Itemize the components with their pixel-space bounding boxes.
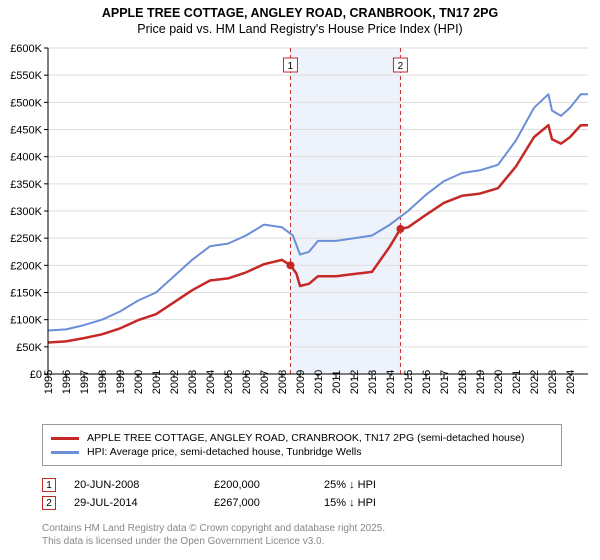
sale-dot: [396, 225, 404, 233]
x-tick-label: 2010: [313, 370, 325, 394]
sale-note: 15% ↓ HPI: [324, 497, 376, 509]
y-tick-label: £150K: [10, 288, 42, 300]
x-tick-label: 2009: [295, 370, 307, 394]
footnote-line2: This data is licensed under the Open Gov…: [42, 535, 385, 548]
sale-date: 29-JUL-2014: [74, 497, 214, 509]
chart-container: APPLE TREE COTTAGE, ANGLEY ROAD, CRANBRO…: [0, 0, 600, 560]
legend-label: APPLE TREE COTTAGE, ANGLEY ROAD, CRANBRO…: [87, 432, 524, 444]
y-tick-label: £500K: [10, 97, 42, 109]
x-tick-label: 1997: [79, 370, 91, 394]
x-tick-label: 1996: [61, 370, 73, 394]
legend-row: APPLE TREE COTTAGE, ANGLEY ROAD, CRANBRO…: [51, 432, 553, 444]
title-line2: Price paid vs. HM Land Registry's House …: [0, 22, 600, 36]
x-tick-label: 2018: [457, 370, 469, 394]
y-tick-label: £100K: [10, 315, 42, 327]
x-tick-label: 2022: [529, 370, 541, 394]
title-block: APPLE TREE COTTAGE, ANGLEY ROAD, CRANBRO…: [0, 0, 600, 36]
sale-note: 25% ↓ HPI: [324, 479, 376, 491]
x-tick-label: 1999: [115, 370, 127, 394]
x-tick-label: 2023: [547, 370, 559, 394]
x-tick-label: 2006: [241, 370, 253, 394]
sale-badge: 2: [42, 496, 56, 510]
x-tick-label: 1998: [97, 370, 109, 394]
title-line1: APPLE TREE COTTAGE, ANGLEY ROAD, CRANBRO…: [0, 6, 600, 20]
sale-badge: 1: [42, 478, 56, 492]
legend: APPLE TREE COTTAGE, ANGLEY ROAD, CRANBRO…: [42, 424, 562, 466]
legend-swatch: [51, 451, 79, 454]
x-tick-label: 2007: [259, 370, 271, 394]
chart-area: £0 £50K £100K £150K £200K £250K £300K £350K £400…: [0, 44, 600, 414]
vline-badge-label: 1: [288, 61, 294, 72]
y-tick-label: £200K: [10, 260, 42, 272]
y-tick-label: £250K: [10, 233, 42, 245]
x-tick-label: 2014: [385, 370, 397, 394]
x-tick-label: 2001: [151, 370, 163, 394]
x-tick-label: 1995: [43, 370, 55, 394]
x-tick-label: 2021: [511, 370, 523, 394]
sale-markers-list: 1 20-JUN-2008£200,00025% ↓ HPI 2 29-JUL-201…: [42, 474, 562, 514]
legend-label: HPI: Average price, semi-detached house,…: [87, 446, 362, 458]
y-tick-label: £50K: [16, 342, 42, 354]
y-tick-label: £0: [30, 369, 42, 381]
x-tick-label: 2003: [187, 370, 199, 394]
legend-swatch: [51, 437, 79, 440]
sale-price: £267,000: [214, 497, 324, 509]
x-tick-label: 2005: [223, 370, 235, 394]
x-tick-label: 2015: [403, 370, 415, 394]
x-tick-label: 2000: [133, 370, 145, 394]
y-tick-label: £450K: [10, 125, 42, 137]
chart-svg: £0 £50K £100K £150K £200K £250K £300K £350K £400…: [0, 44, 600, 414]
sale-row: 2 29-JUL-2014£267,00015% ↓ HPI: [42, 496, 562, 510]
y-tick-label: £350K: [10, 179, 42, 191]
x-tick-label: 2002: [169, 370, 181, 394]
x-tick-label: 2020: [493, 370, 505, 394]
y-tick-label: £300K: [10, 206, 42, 218]
legend-row: HPI: Average price, semi-detached house,…: [51, 446, 553, 458]
x-tick-label: 2013: [367, 370, 379, 394]
x-tick-label: 2024: [565, 370, 577, 394]
x-tick-label: 2008: [277, 370, 289, 394]
sale-dot: [286, 261, 294, 269]
x-tick-label: 2012: [349, 370, 361, 394]
y-tick-label: £600K: [10, 44, 42, 55]
y-tick-label: £400K: [10, 152, 42, 164]
sale-row: 1 20-JUN-2008£200,00025% ↓ HPI: [42, 478, 562, 492]
sale-price: £200,000: [214, 479, 324, 491]
vline-badge-label: 2: [398, 61, 404, 72]
sale-date: 20-JUN-2008: [74, 479, 214, 491]
footnote: Contains HM Land Registry data © Crown c…: [42, 522, 385, 548]
y-tick-label: £550K: [10, 70, 42, 82]
x-tick-label: 2016: [421, 370, 433, 394]
x-tick-label: 2019: [475, 370, 487, 394]
x-tick-label: 2017: [439, 370, 451, 394]
x-tick-label: 2004: [205, 370, 217, 394]
footnote-line1: Contains HM Land Registry data © Crown c…: [42, 522, 385, 535]
